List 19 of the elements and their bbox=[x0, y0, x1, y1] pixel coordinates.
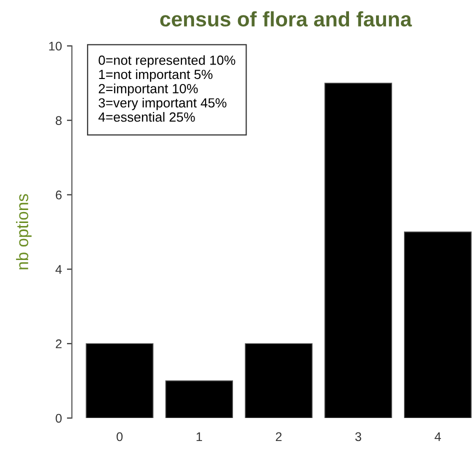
bar bbox=[165, 380, 233, 418]
x-tick-label: 2 bbox=[276, 432, 282, 441]
y-tick-label: 8 bbox=[56, 116, 62, 125]
y-tick-label: 10 bbox=[49, 42, 62, 51]
x-tick-label: 1 bbox=[196, 432, 202, 441]
x-tick-label: 3 bbox=[355, 432, 362, 442]
y-tick-label: 4 bbox=[55, 265, 62, 274]
y-tick-label: 6 bbox=[56, 190, 62, 200]
bar bbox=[244, 343, 313, 418]
y-tick-label: 2 bbox=[56, 339, 62, 348]
chart-title: census of flora and fauna bbox=[160, 11, 412, 27]
bar bbox=[404, 232, 472, 418]
bar bbox=[86, 343, 154, 418]
y-axis-title: nb options bbox=[16, 194, 32, 270]
x-tick-label: 4 bbox=[434, 432, 441, 441]
annotation: 0=not represented 10% 1=not important 5% 2=important 10% 3=very important 45% 4=essential 25% bbox=[98, 55, 236, 122]
x-tick-label: 0 bbox=[116, 432, 123, 442]
y-tick-label: 0 bbox=[56, 414, 62, 423]
bar bbox=[324, 82, 392, 418]
